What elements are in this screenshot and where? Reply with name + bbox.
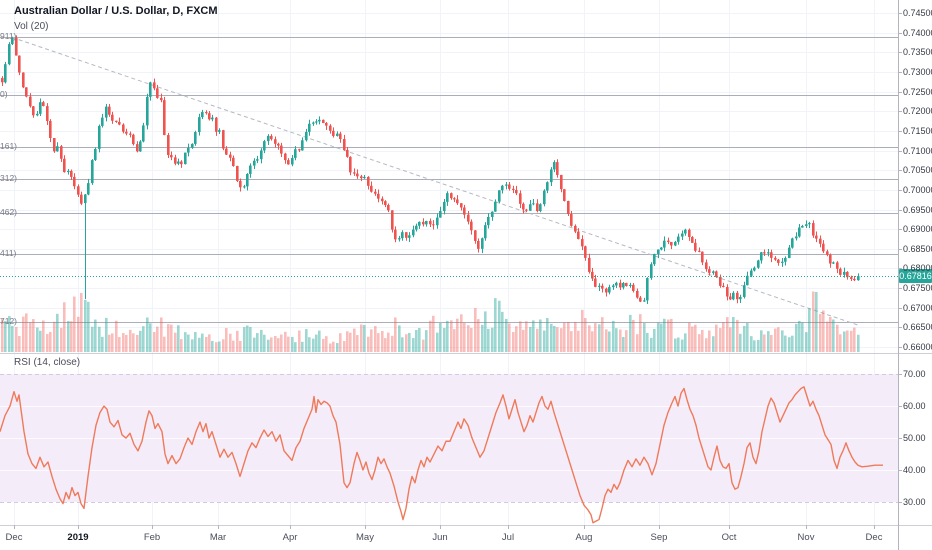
chart-canvas[interactable] bbox=[0, 0, 932, 550]
chart-window: { "header": { "symbol_title": "Australia… bbox=[0, 0, 932, 550]
